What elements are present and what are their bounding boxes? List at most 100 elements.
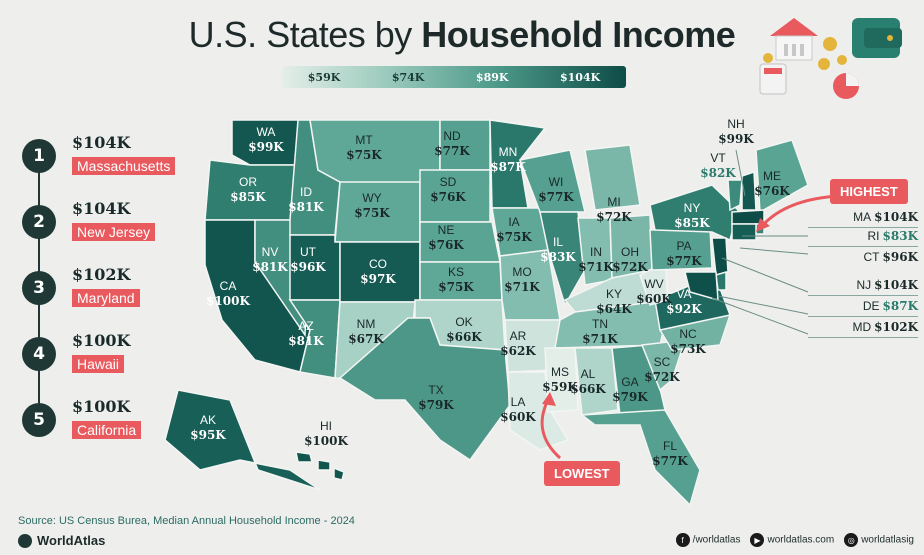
state-shape-mi (584, 144, 641, 211)
rank-state: Maryland (72, 289, 140, 307)
state-abbr-mo: MO (512, 265, 531, 279)
state-abbr-oh: OH (621, 245, 639, 259)
state-shape-me (755, 139, 809, 214)
state-abbr-wa: WA (257, 125, 276, 139)
state-abbr-ms: MS (551, 365, 569, 379)
state-value-ca: $100K (206, 294, 250, 308)
page-title: U.S. States by Household Income (0, 14, 924, 56)
state-abbr-vt: VT (710, 151, 726, 165)
state-value: $104K (874, 210, 918, 224)
state-shape-tx (338, 317, 511, 462)
rank-value: $104K (72, 133, 131, 152)
state-abbr-id: ID (300, 185, 312, 199)
state-value-al: $66K (570, 382, 606, 396)
state-value-nh: $99K (718, 132, 754, 146)
state-abbr-co: CO (369, 257, 387, 271)
state-shape-la (507, 371, 570, 451)
state-value-ar: $62K (500, 344, 536, 358)
state-value-wy: $75K (354, 206, 390, 220)
state-value-az: $81K (288, 334, 324, 348)
state-value-pa: $77K (666, 254, 702, 268)
state-value-ks: $75K (438, 280, 474, 294)
state-value-sd: $76K (430, 190, 466, 204)
state-value-or: $85K (230, 190, 266, 204)
state-value-tn: $71K (582, 332, 618, 346)
state-value: $102K (874, 320, 918, 334)
title-emphasis: Household Income (421, 14, 736, 55)
social-facebook[interactable]: f/worldatlas (675, 533, 740, 547)
legend-label: $89K (475, 70, 509, 84)
brand-logo[interactable]: WorldAtlas (18, 533, 105, 548)
state-value-fl: $77K (652, 454, 688, 468)
state-abbr-nc: NC (679, 327, 697, 341)
rank-state: California (72, 421, 142, 439)
rank-state: Hawaii (72, 355, 125, 373)
ranking-item: 1 $104K Massachusetts (22, 133, 182, 183)
state-abbr: DE (862, 299, 880, 313)
social-web[interactable]: ▶ worldatlas.com (750, 533, 834, 547)
state-abbr-va: VA (676, 287, 691, 301)
state-abbr-sd: SD (440, 175, 457, 189)
state-value-ia: $75K (496, 230, 532, 244)
facebook-icon: f (675, 533, 690, 547)
state-shape-mn (489, 119, 547, 209)
state-shape-ny (649, 184, 739, 242)
highest-arrow (756, 194, 839, 232)
state-abbr-ny: NY (684, 201, 701, 215)
state-value-nv: $81K (252, 260, 288, 274)
state-shape-fl (579, 409, 701, 507)
state-value-mi: $72K (596, 210, 632, 224)
state-shape-ms (544, 347, 579, 413)
state-value-ky: $64K (596, 302, 632, 316)
state-value-nd: $77K (434, 144, 470, 158)
social-instagram[interactable]: ◎ worldatlasig (844, 533, 914, 547)
house-icon (770, 18, 818, 61)
state-abbr: CT (863, 250, 880, 264)
ne-label-ri: RI $83K (808, 229, 918, 247)
state-value-ne: $76K (428, 238, 464, 252)
state-value-me: $76K (754, 184, 790, 198)
state-abbr-ga: GA (621, 375, 638, 389)
state-shape-il (539, 211, 586, 307)
ne-label-ct: CT $96K (808, 250, 918, 268)
state-abbr-in: IN (590, 245, 602, 259)
state-abbr-ar: AR (510, 329, 527, 343)
state-shape-ak (164, 389, 321, 491)
rank-number: 3 (22, 271, 56, 305)
pie-chart-icon (833, 73, 859, 99)
rank-number: 4 (22, 337, 56, 371)
state-value-wa: $99K (248, 140, 284, 154)
state-abbr-nv: NV (262, 245, 279, 259)
state-value-ga: $79K (612, 390, 648, 404)
rank-number: 5 (22, 403, 56, 437)
rank-number: 1 (22, 139, 56, 173)
instagram-icon: ◎ (844, 533, 859, 547)
state-value-id: $81K (288, 200, 324, 214)
state-abbr-mn: MN (499, 145, 518, 159)
legend-label: $59K (307, 70, 341, 84)
state-value-wi: $77K (538, 190, 574, 204)
play-icon: ▶ (750, 533, 765, 547)
state-abbr-il: IL (553, 235, 563, 249)
state-value-oh: $72K (612, 260, 648, 274)
state-abbr-ok: OK (455, 315, 472, 329)
rank-state: Massachusetts (72, 157, 176, 175)
state-shape-wi (518, 149, 586, 213)
legend-label: $104K (560, 70, 601, 84)
state-shape-az (288, 299, 341, 379)
leader-lines (711, 149, 809, 335)
state-value: $87K (882, 299, 918, 313)
state-value-il: $83K (540, 250, 576, 264)
ne-label-md: MD $102K (808, 320, 918, 338)
state-shape-nj (711, 237, 729, 276)
state-abbr-wy: WY (362, 191, 381, 205)
state-abbr-me: ME (763, 169, 781, 183)
legend-label: $74K (391, 70, 425, 84)
state-value-la: $60K (500, 410, 536, 424)
state-abbr: NJ (856, 278, 872, 292)
ne-label-nj: NJ $104K (808, 278, 918, 296)
state-value-mt: $75K (346, 148, 382, 162)
state-abbr-fl: FL (663, 439, 677, 453)
state-value-tx: $79K (418, 398, 454, 412)
finance-illustration (759, 18, 902, 99)
